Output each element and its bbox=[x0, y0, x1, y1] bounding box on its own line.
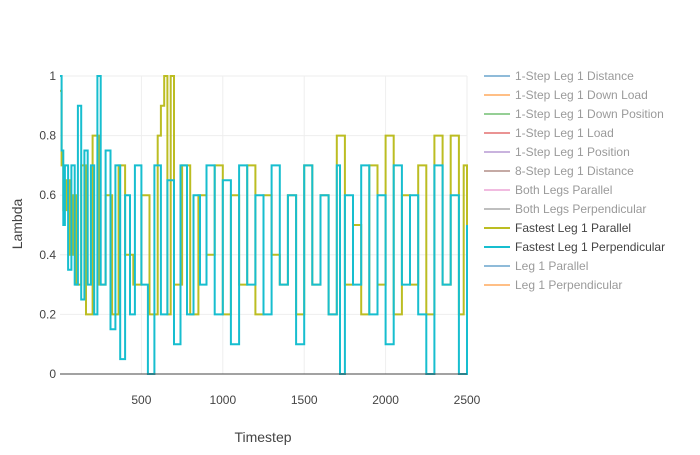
plot-area bbox=[60, 75, 468, 375]
legend-item[interactable]: 1-Step Leg 1 Down Load bbox=[484, 88, 648, 102]
legend-item[interactable]: 8-Step Leg 1 Distance bbox=[484, 164, 634, 178]
legend-item[interactable]: Fastest Leg 1 Perpendicular bbox=[484, 240, 665, 254]
legend-label: Leg 1 Parallel bbox=[515, 259, 588, 273]
legend-label: 1-Step Leg 1 Position bbox=[515, 145, 630, 159]
legend-item[interactable]: 1-Step Leg 1 Load bbox=[484, 126, 614, 140]
x-tick-label: 500 bbox=[131, 393, 151, 407]
legend-label: 1-Step Leg 1 Load bbox=[515, 126, 614, 140]
legend: 1-Step Leg 1 Distance 1-Step Leg 1 Down L… bbox=[484, 69, 665, 292]
legend-item[interactable]: Both Legs Parallel bbox=[484, 183, 612, 197]
legend-label: 8-Step Leg 1 Distance bbox=[515, 164, 634, 178]
legend-item[interactable]: 1-Step Leg 1 Position bbox=[484, 145, 630, 159]
legend-item[interactable]: 1-Step Leg 1 Distance bbox=[484, 69, 634, 83]
x-tick-label: 2500 bbox=[454, 393, 481, 407]
y-tick-label: 0.6 bbox=[39, 188, 56, 202]
legend-label: 1-Step Leg 1 Down Position bbox=[515, 107, 664, 121]
y-axis-title: Lambda bbox=[9, 198, 25, 249]
y-tick-label: 1 bbox=[49, 69, 56, 83]
legend-item[interactable]: Leg 1 Parallel bbox=[484, 259, 588, 273]
y-tick-label: 0 bbox=[49, 367, 56, 381]
y-tick-label: 0.2 bbox=[39, 307, 56, 321]
x-tick-label: 1500 bbox=[291, 393, 318, 407]
legend-label: Leg 1 Perpendicular bbox=[515, 278, 622, 292]
legend-label: 1-Step Leg 1 Distance bbox=[515, 69, 634, 83]
y-tick-label: 0.4 bbox=[39, 248, 56, 262]
legend-label: Fastest Leg 1 Parallel bbox=[515, 221, 631, 235]
x-tick-label: 1000 bbox=[209, 393, 236, 407]
x-axis-title: Timestep bbox=[234, 429, 291, 445]
y-tick-label: 0.8 bbox=[39, 129, 56, 143]
legend-item[interactable]: Fastest Leg 1 Parallel bbox=[484, 221, 631, 235]
legend-item[interactable]: Both Legs Perpendicular bbox=[484, 202, 646, 216]
legend-label: Both Legs Parallel bbox=[515, 183, 612, 197]
legend-label: 1-Step Leg 1 Down Load bbox=[515, 88, 648, 102]
legend-item[interactable]: Leg 1 Perpendicular bbox=[484, 278, 622, 292]
x-tick-label: 2000 bbox=[372, 393, 399, 407]
legend-label: Both Legs Perpendicular bbox=[515, 202, 646, 216]
legend-label: Fastest Leg 1 Perpendicular bbox=[515, 240, 665, 254]
series-line-1 bbox=[60, 75, 468, 375]
legend-item[interactable]: 1-Step Leg 1 Down Position bbox=[484, 107, 664, 121]
